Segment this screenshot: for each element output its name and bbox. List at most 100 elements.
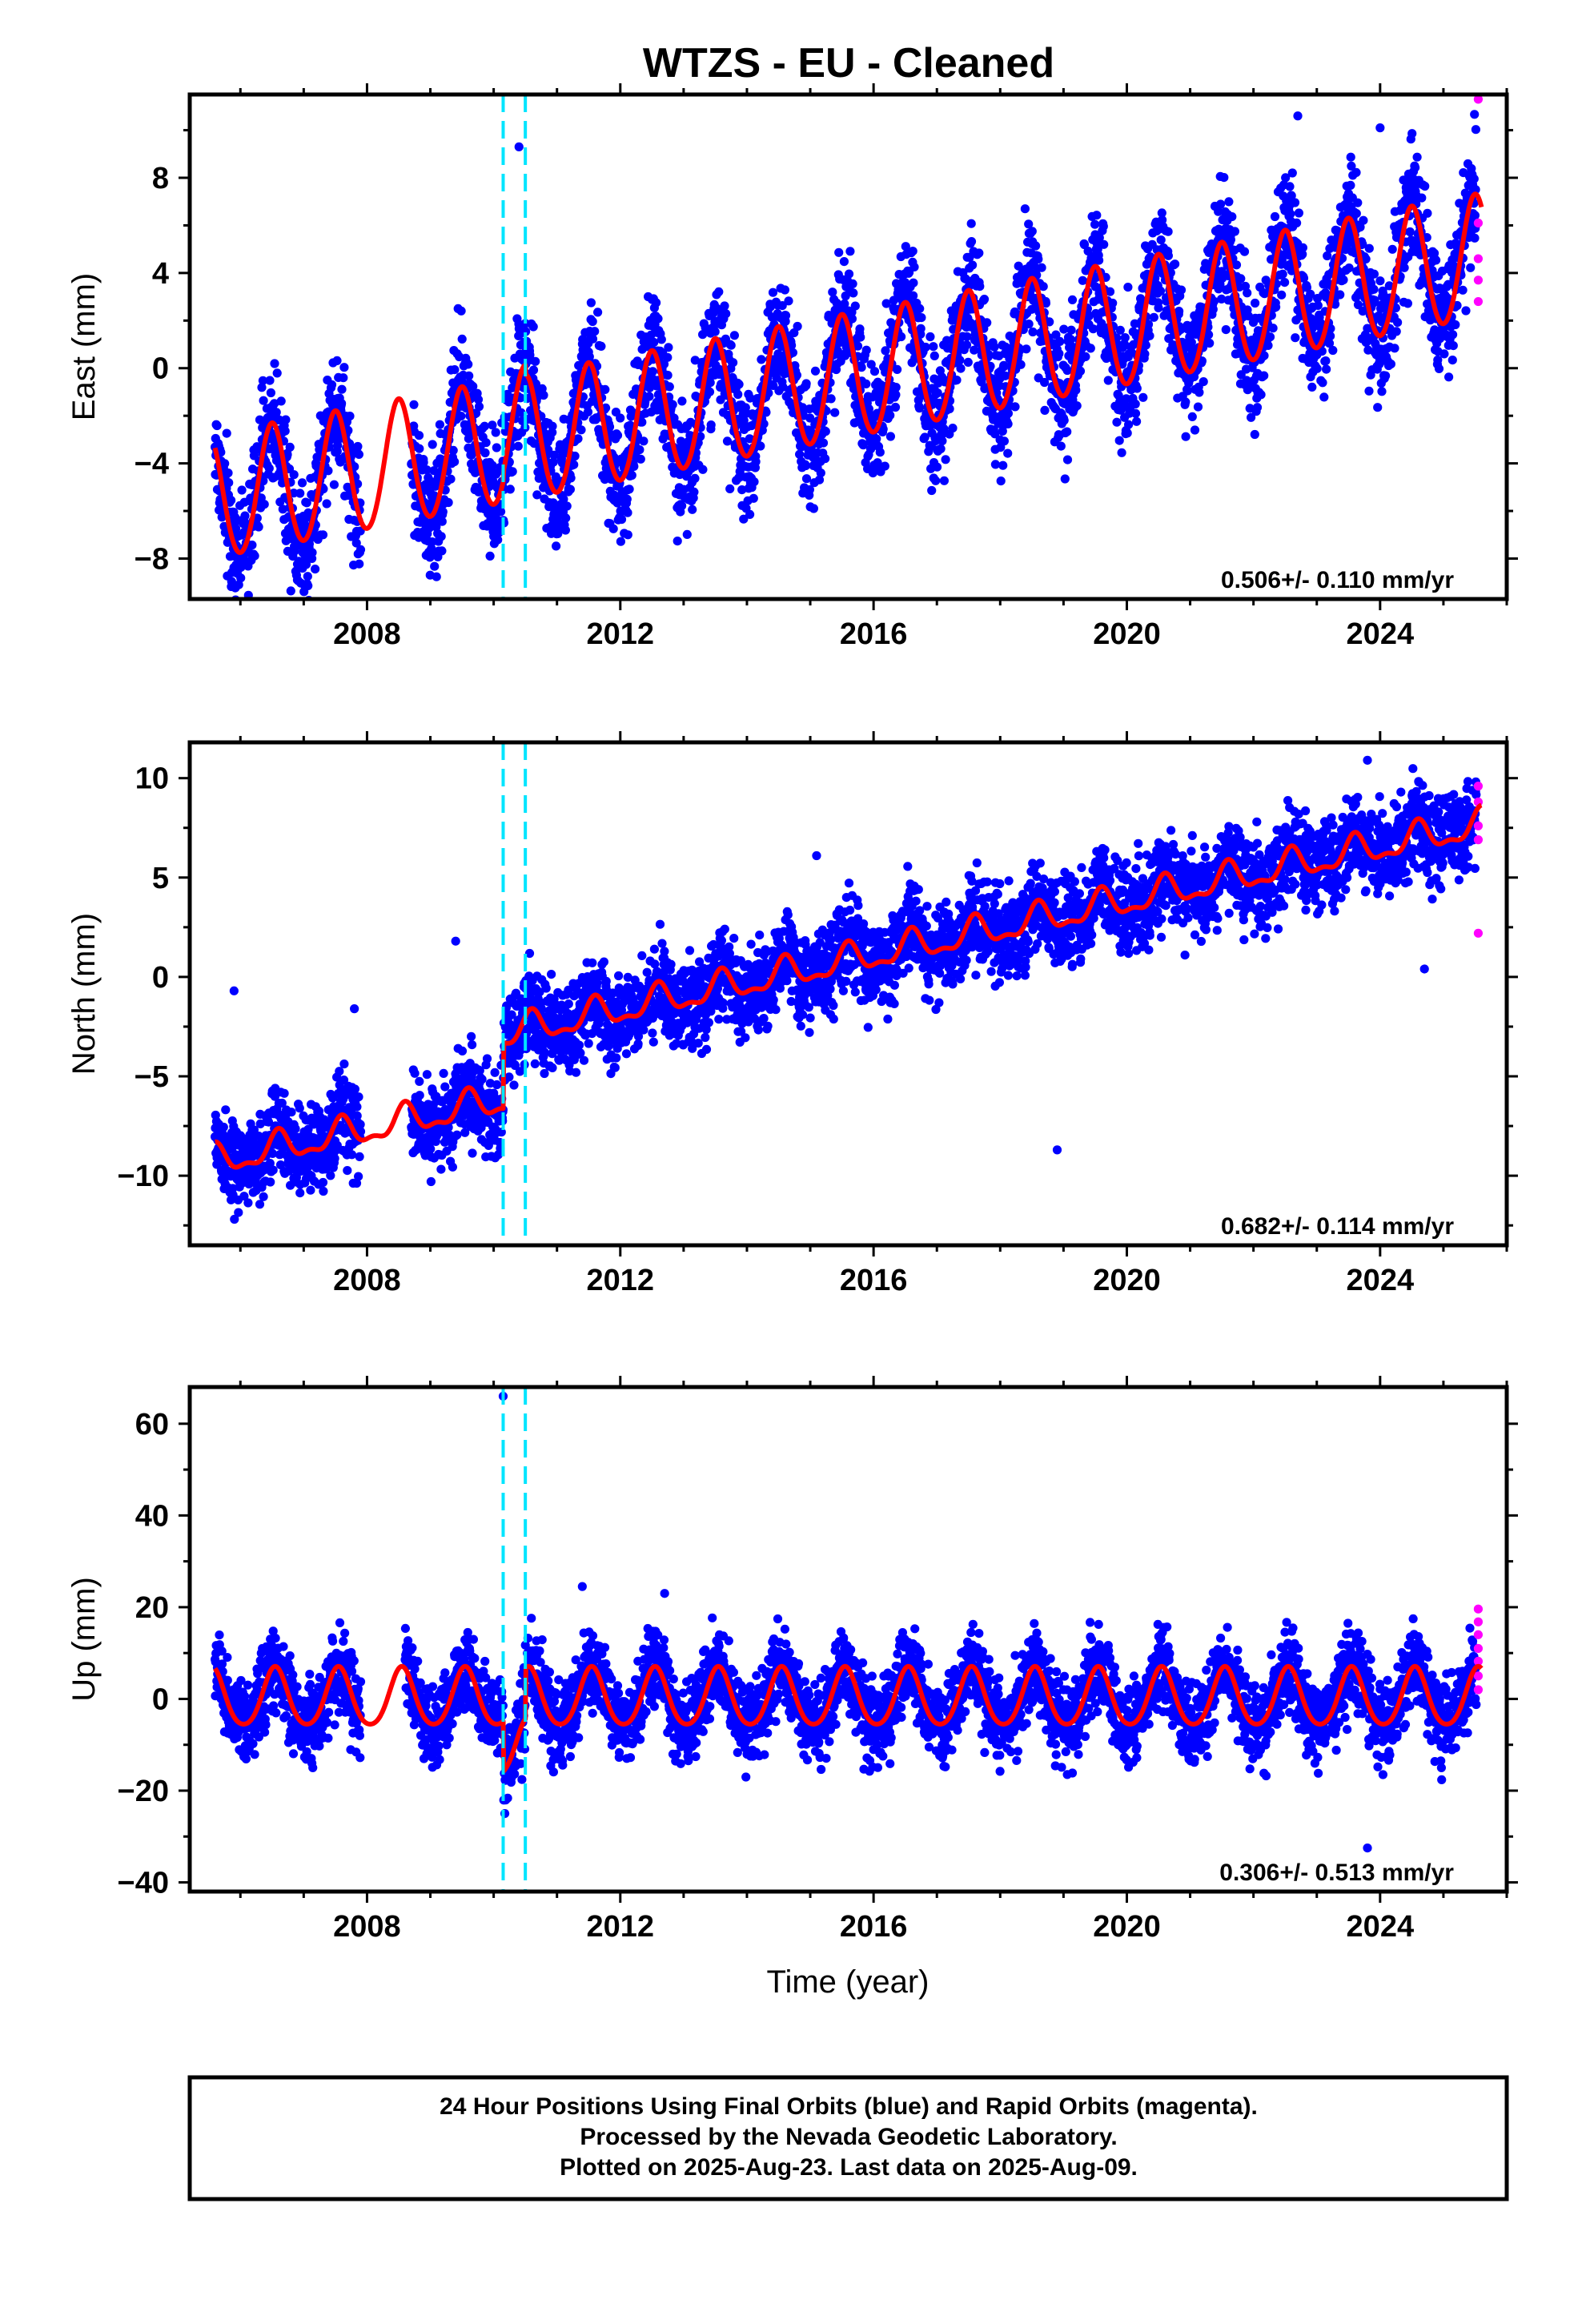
daily-position-point	[559, 494, 568, 504]
y-axis-label: East (mm)	[66, 273, 102, 420]
daily-position-point	[1339, 275, 1348, 285]
daily-position-point	[430, 561, 440, 571]
daily-position-point	[1016, 360, 1026, 369]
daily-position-point	[1270, 211, 1280, 222]
daily-position-point	[1312, 364, 1322, 373]
daily-position-point	[1108, 298, 1118, 308]
daily-position-point	[784, 296, 793, 306]
daily-position-point	[480, 448, 490, 458]
daily-position-point	[450, 457, 460, 467]
daily-position-point	[1072, 401, 1082, 411]
daily-position-point	[1420, 181, 1430, 191]
daily-position-point	[1181, 432, 1191, 441]
daily-position-point	[426, 1176, 436, 1187]
daily-position-point	[516, 408, 526, 417]
daily-position-point	[1115, 325, 1125, 335]
daily-position-point	[410, 1068, 420, 1078]
daily-position-point	[1391, 327, 1401, 336]
daily-position-point	[855, 324, 865, 334]
daily-position-point	[1154, 303, 1163, 312]
daily-position-point	[745, 509, 755, 520]
figure-title: WTZS - EU - Cleaned	[643, 40, 1054, 86]
daily-position-point	[725, 484, 735, 494]
daily-position-point	[268, 1165, 278, 1175]
daily-position-point	[496, 507, 506, 517]
daily-position-point	[1123, 283, 1133, 292]
daily-position-point	[561, 513, 571, 523]
daily-position-point	[560, 525, 571, 535]
outlier-point	[1293, 111, 1303, 121]
daily-position-point	[1448, 330, 1458, 340]
daily-position-point	[1292, 218, 1302, 227]
daily-position-point	[588, 316, 597, 327]
daily-position-point	[1322, 364, 1331, 374]
daily-position-point	[653, 314, 663, 324]
daily-position-point	[240, 511, 250, 521]
daily-position-point	[637, 417, 647, 427]
daily-position-point	[1328, 345, 1338, 356]
daily-position-point	[1369, 269, 1379, 279]
daily-position-point	[1062, 427, 1072, 436]
daily-position-point	[636, 454, 645, 464]
daily-position-point	[739, 514, 749, 524]
daily-position-point	[663, 352, 673, 362]
daily-position-point	[916, 324, 926, 333]
daily-position-point	[962, 340, 972, 350]
daily-position-point	[234, 1208, 243, 1217]
daily-position-point	[1469, 174, 1479, 183]
daily-position-point	[1090, 219, 1100, 229]
daily-position-point	[440, 1082, 450, 1092]
daily-position-point	[488, 460, 497, 471]
daily-position-point	[828, 287, 837, 297]
daily-position-point	[319, 1186, 328, 1196]
daily-position-point	[323, 466, 333, 476]
daily-position-point	[1412, 152, 1422, 162]
daily-position-point	[494, 528, 504, 537]
daily-position-point	[788, 348, 798, 357]
daily-position-point	[1120, 333, 1130, 343]
daily-position-point	[745, 393, 755, 403]
daily-position-point	[1346, 152, 1355, 162]
daily-position-point	[826, 394, 836, 404]
daily-position-point	[861, 345, 871, 355]
daily-position-point	[893, 364, 902, 374]
daily-position-point	[548, 457, 559, 467]
daily-position-point	[243, 590, 253, 599]
daily-position-point	[1451, 320, 1460, 330]
daily-position-point	[1114, 436, 1124, 445]
daily-position-point	[1060, 474, 1070, 484]
daily-position-point	[426, 1144, 436, 1154]
daily-position-point	[415, 1076, 424, 1086]
daily-position-point	[792, 370, 802, 380]
daily-position-point	[656, 335, 666, 344]
daily-position-point	[809, 504, 819, 513]
daily-position-point	[265, 376, 275, 385]
daily-position-point	[848, 279, 857, 288]
daily-position-point	[1010, 402, 1020, 412]
daily-position-point	[448, 445, 458, 456]
daily-position-point	[352, 1102, 362, 1112]
daily-position-point	[1251, 298, 1260, 308]
daily-position-point	[1318, 378, 1327, 388]
daily-position-point	[1205, 338, 1215, 348]
daily-position-point	[604, 422, 615, 432]
daily-position-point	[757, 355, 766, 364]
daily-position-point	[492, 443, 501, 452]
daily-position-point	[1423, 208, 1432, 218]
daily-position-point	[622, 494, 632, 504]
daily-position-point	[1434, 364, 1444, 373]
daily-position-point	[801, 379, 811, 388]
y-tick-label: −4	[135, 448, 169, 481]
daily-position-point	[234, 580, 243, 589]
daily-position-point	[1122, 428, 1132, 438]
daily-position-point	[734, 380, 744, 389]
daily-position-point	[665, 382, 674, 392]
daily-position-point	[1321, 356, 1331, 366]
daily-position-point	[1461, 306, 1471, 316]
daily-position-point	[1024, 320, 1034, 329]
daily-position-point	[933, 388, 942, 398]
daily-position-point	[1277, 290, 1287, 300]
daily-position-point	[616, 537, 626, 546]
daily-position-point	[307, 548, 317, 557]
